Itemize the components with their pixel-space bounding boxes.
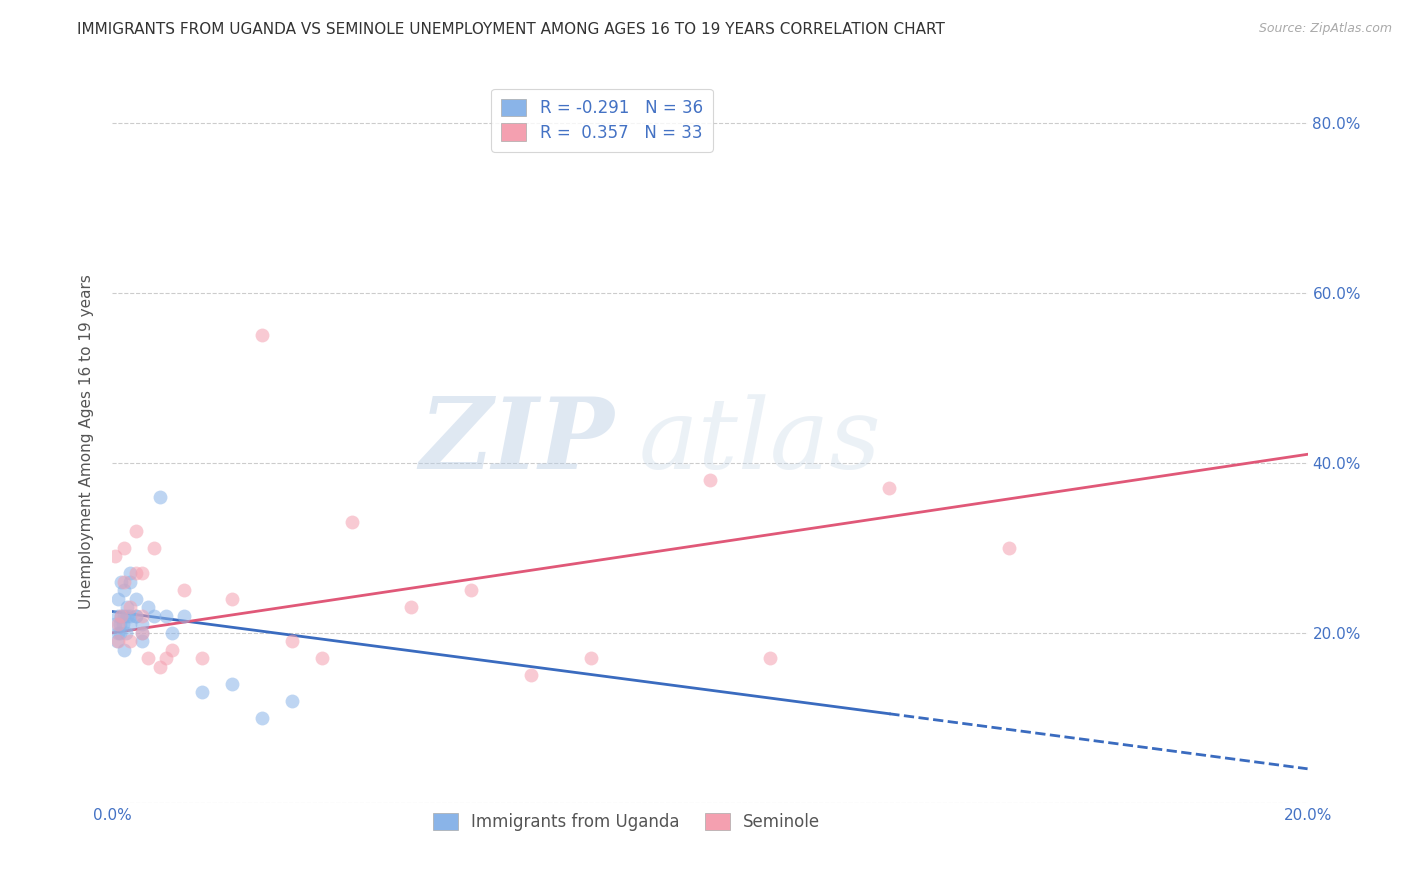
Point bbox=[114, 608, 135, 623]
Point bbox=[120, 600, 142, 615]
Point bbox=[221, 591, 243, 606]
Point bbox=[110, 608, 132, 623]
Point bbox=[110, 608, 132, 623]
Point bbox=[120, 608, 142, 623]
Text: Source: ZipAtlas.com: Source: ZipAtlas.com bbox=[1258, 22, 1392, 36]
Text: ZIP: ZIP bbox=[419, 393, 614, 490]
Point bbox=[120, 634, 142, 648]
Point bbox=[155, 651, 177, 665]
Point bbox=[520, 668, 543, 682]
Point bbox=[104, 549, 127, 564]
Point bbox=[340, 516, 363, 530]
Point bbox=[120, 617, 142, 632]
Point bbox=[138, 651, 160, 665]
Point bbox=[143, 541, 166, 555]
Point bbox=[460, 583, 482, 598]
Point bbox=[579, 651, 602, 665]
Point bbox=[114, 583, 135, 598]
Point bbox=[138, 600, 160, 615]
Point bbox=[110, 574, 132, 589]
Point bbox=[131, 566, 153, 581]
Point bbox=[155, 608, 177, 623]
Point bbox=[114, 642, 135, 657]
Point bbox=[125, 566, 148, 581]
Point bbox=[131, 625, 153, 640]
Point bbox=[281, 694, 304, 708]
Point bbox=[125, 591, 148, 606]
Point bbox=[107, 617, 129, 632]
Point bbox=[311, 651, 333, 665]
Point bbox=[699, 473, 721, 487]
Point bbox=[281, 634, 304, 648]
Point bbox=[104, 617, 127, 632]
Point bbox=[149, 490, 172, 504]
Point bbox=[759, 651, 782, 665]
Point bbox=[998, 541, 1021, 555]
Point bbox=[120, 574, 142, 589]
Point bbox=[401, 600, 423, 615]
Point bbox=[143, 608, 166, 623]
Point bbox=[131, 634, 153, 648]
Point bbox=[112, 617, 135, 632]
Point bbox=[131, 617, 153, 632]
Point bbox=[108, 617, 131, 632]
Point bbox=[173, 608, 195, 623]
Text: IMMIGRANTS FROM UGANDA VS SEMINOLE UNEMPLOYMENT AMONG AGES 16 TO 19 YEARS CORREL: IMMIGRANTS FROM UGANDA VS SEMINOLE UNEMP… bbox=[77, 22, 945, 37]
Text: atlas: atlas bbox=[638, 394, 882, 489]
Point bbox=[107, 625, 129, 640]
Point bbox=[114, 574, 135, 589]
Legend: Immigrants from Uganda, Seminole: Immigrants from Uganda, Seminole bbox=[426, 806, 827, 838]
Y-axis label: Unemployment Among Ages 16 to 19 years: Unemployment Among Ages 16 to 19 years bbox=[79, 274, 94, 609]
Point bbox=[250, 328, 273, 343]
Point bbox=[221, 677, 243, 691]
Point bbox=[191, 685, 214, 699]
Point bbox=[107, 608, 129, 623]
Point bbox=[107, 591, 129, 606]
Point bbox=[125, 608, 148, 623]
Point bbox=[131, 625, 153, 640]
Point bbox=[162, 625, 183, 640]
Point bbox=[110, 625, 132, 640]
Point bbox=[105, 634, 128, 648]
Point bbox=[125, 524, 148, 538]
Point bbox=[117, 608, 139, 623]
Point bbox=[162, 642, 183, 657]
Point bbox=[117, 600, 139, 615]
Point bbox=[250, 711, 273, 725]
Point bbox=[114, 541, 135, 555]
Point bbox=[149, 660, 172, 674]
Point bbox=[107, 634, 129, 648]
Point bbox=[114, 625, 136, 640]
Point bbox=[191, 651, 214, 665]
Point bbox=[879, 481, 901, 495]
Point bbox=[173, 583, 195, 598]
Point bbox=[131, 608, 153, 623]
Point bbox=[120, 566, 142, 581]
Point bbox=[125, 608, 148, 623]
